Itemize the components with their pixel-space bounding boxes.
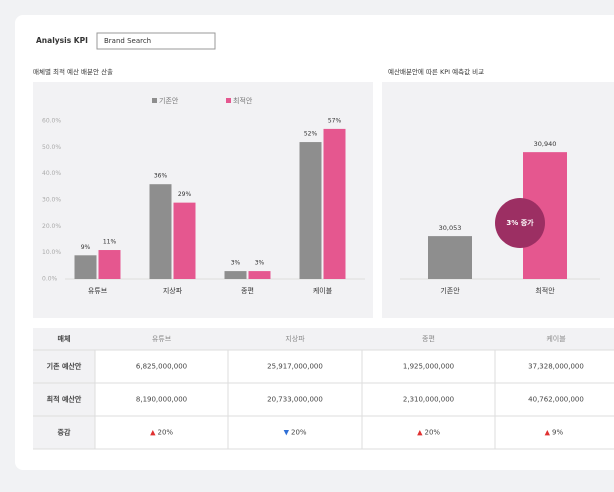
legend-swatch: [152, 98, 157, 103]
bar: [299, 142, 322, 279]
data-label: 3%: [255, 260, 265, 267]
data-label: 52%: [304, 131, 318, 138]
chart-title: 예산배분안에 따른 KPI 예측값 비교: [388, 67, 484, 76]
annotation-badge: [495, 198, 545, 248]
data-label: 3%: [231, 260, 241, 267]
change-arrow: ▲: [150, 429, 156, 437]
x-tick-label: 기존안: [440, 286, 460, 295]
change-arrow: ▲: [545, 429, 551, 437]
x-tick-label: 종편: [241, 286, 254, 295]
bar: [74, 255, 97, 279]
table-header-cell: 지상파: [285, 334, 305, 343]
x-tick-label: 유튜브: [88, 287, 108, 295]
data-label: 29%: [178, 191, 192, 198]
search-input-text[interactable]: Brand Search: [104, 37, 151, 45]
table-cell: 40,762,000,000: [528, 396, 584, 404]
legend-label: 최적안: [233, 96, 253, 105]
table-header-cell: 유튜브: [152, 335, 172, 343]
legend-swatch: [226, 98, 231, 103]
table-row-header: 최적 예산안: [47, 395, 82, 404]
change-arrow: ▼: [284, 429, 290, 437]
bar: [323, 128, 346, 279]
change-value: 20%: [291, 429, 307, 437]
chart-title: 매체별 최적 예산 배분안 산출: [33, 67, 113, 76]
data-label: 30,053: [439, 224, 462, 232]
x-tick-label: 지상파: [163, 286, 183, 295]
bar: [149, 184, 172, 279]
header-title: Analysis KPI: [36, 36, 88, 45]
bar: [248, 271, 271, 279]
y-tick-label: 40.0%: [42, 170, 61, 177]
table-header-cell: 종편: [422, 334, 435, 343]
y-tick-label: 20.0%: [42, 223, 61, 230]
data-label: 36%: [154, 173, 168, 180]
table-cell: 6,825,000,000: [136, 363, 187, 371]
search-input[interactable]: [96, 32, 216, 50]
data-label: 9%: [81, 244, 91, 251]
legend-label: 기존안: [159, 96, 179, 105]
y-tick-label: 50.0%: [42, 144, 61, 151]
data-label: 11%: [103, 239, 117, 246]
chart-panel: [33, 82, 373, 318]
table-header-cell: 케이블: [546, 334, 566, 343]
table-cell: 37,328,000,000: [528, 363, 584, 371]
y-tick-label: 0.0%: [42, 276, 58, 283]
x-tick-label: 최적안: [535, 286, 555, 295]
table-cell: 25,917,000,000: [267, 363, 323, 371]
data-label: 30,940: [534, 140, 557, 148]
y-tick-label: 60.0%: [42, 118, 61, 125]
x-tick-label: 케이블: [313, 286, 333, 295]
bar: [173, 202, 196, 279]
bar: [428, 236, 472, 279]
change-value: 20%: [425, 429, 441, 437]
change-value: 20%: [158, 429, 174, 437]
table-cell: 8,190,000,000: [136, 396, 187, 404]
chart-panel: [382, 82, 614, 318]
table-row-header-bg: [33, 350, 95, 449]
table-header-bg: [33, 328, 614, 350]
table-row-header: 기존 예산안: [47, 362, 82, 371]
bar: [98, 250, 121, 279]
annotation: 3% 증가: [506, 218, 534, 227]
table-cell: 20,733,000,000: [267, 396, 323, 404]
change-value: 9%: [552, 429, 563, 437]
change-arrow: ▲: [417, 429, 423, 437]
table-cell: 2,310,000,000: [403, 396, 454, 404]
bar: [224, 271, 247, 279]
y-tick-label: 30.0%: [42, 197, 61, 204]
table-row-header: 증감: [58, 428, 71, 437]
table-cell: 1,925,000,000: [403, 363, 454, 371]
y-tick-label: 10.0%: [42, 249, 61, 256]
data-label: 57%: [328, 117, 342, 124]
table-header-cell: 매체: [58, 334, 71, 343]
